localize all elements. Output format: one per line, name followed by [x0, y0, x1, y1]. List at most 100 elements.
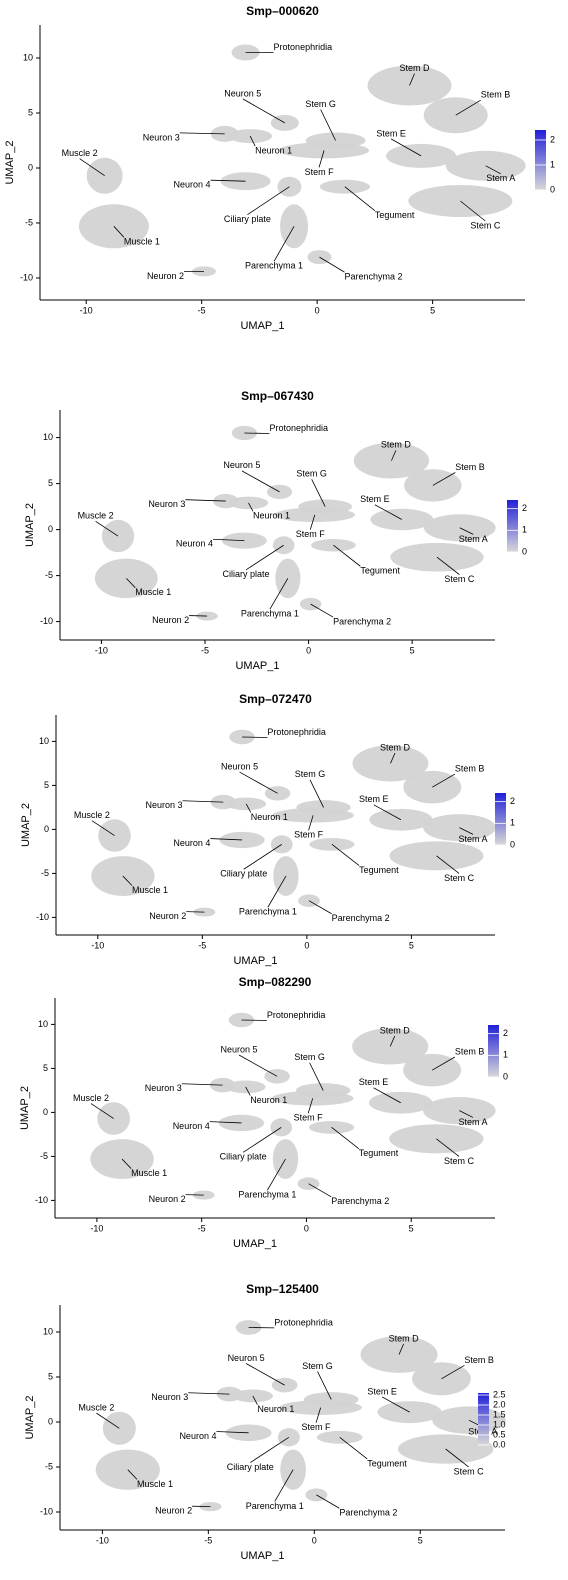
label-pointer: [212, 538, 245, 542]
label-pointer: [339, 1436, 368, 1460]
colorbar-tick-label: 2: [510, 796, 515, 806]
label-pointer: [318, 150, 325, 168]
x-tick-label: 0: [312, 1535, 317, 1545]
cluster-label: Muscle 2: [78, 1402, 114, 1412]
label-pointer: [436, 556, 460, 575]
label-pointer: [241, 470, 280, 493]
cluster-label: Parenchyma 2: [332, 913, 390, 923]
cluster-label: Neuron 2: [149, 1194, 186, 1204]
cluster-label: Stem A: [486, 173, 515, 183]
cell-cloud: [94, 558, 158, 599]
x-tick-label: -5: [198, 940, 206, 950]
colorbar-tick-label: 0: [503, 1071, 508, 1081]
label-pointer: [95, 520, 119, 537]
cluster-label: Neuron 3: [143, 132, 180, 142]
cluster-label: Neuron 3: [148, 499, 185, 509]
cluster-label: Stem E: [359, 1077, 389, 1087]
cluster-label: Neuron 5: [221, 761, 258, 771]
x-tick-label: 0: [306, 645, 311, 655]
label-pointer: [315, 1407, 322, 1423]
colorbar-tick-label: 0.0: [493, 1439, 506, 1449]
y-axis-title: UMAP_2: [20, 803, 32, 847]
cluster-label: Neuron 4: [174, 180, 211, 190]
cluster-label: Neuron 2: [147, 271, 184, 281]
colorbar-tick-label: 1: [550, 159, 555, 169]
cluster-label: Stem G: [302, 1361, 333, 1371]
colorbar-tick-label: 0: [510, 839, 515, 849]
y-tick-label: -10: [20, 272, 33, 282]
label-pointer: [319, 256, 345, 273]
x-tick-label: -10: [90, 1223, 103, 1233]
colorbar: [478, 1393, 489, 1445]
x-tick-label: 5: [430, 305, 435, 315]
label-pointer: [245, 1086, 251, 1096]
label-pointer: [311, 479, 326, 507]
x-tick-label: 5: [409, 1223, 414, 1233]
panel: Smp–125400 Protonephridia Stem D Stem B Neur…: [24, 1282, 506, 1562]
panel: Smp–000620 Protonephridia Stem D Stem B Neur…: [4, 4, 555, 332]
panel: Smp–072470 Protonephridia Stem D Stem B Neur…: [20, 692, 515, 967]
y-tick-label: -10: [35, 1195, 48, 1205]
label-pointer: [320, 109, 336, 141]
cluster-label: Ciliary plate: [223, 569, 270, 579]
cluster-label: Stem D: [380, 742, 411, 752]
cluster-label: Tegument: [367, 1458, 407, 1468]
label-pointer: [210, 838, 243, 841]
label-pointer: [188, 1392, 230, 1395]
cluster-label: Protonephridia: [274, 1317, 333, 1327]
cluster-label: Neuron 5: [228, 1353, 265, 1363]
cluster-label: Stem E: [367, 1386, 397, 1396]
cluster-label: Stem B: [464, 1355, 494, 1365]
cluster-label: Parenchyma 1: [239, 907, 297, 917]
label-pointer: [125, 578, 136, 588]
colorbar: [495, 793, 506, 845]
label-pointer: [181, 1083, 223, 1086]
colorbar-tick-label: 2: [503, 1028, 508, 1038]
y-tick-label: 5: [43, 1063, 48, 1073]
label-pointer: [459, 527, 474, 535]
y-tick-label: -10: [36, 912, 49, 922]
label-pointer: [344, 186, 376, 212]
cluster-label: Neuron 3: [145, 1083, 182, 1093]
cluster-label: Stem G: [305, 99, 336, 109]
cell-cloud: [219, 831, 265, 849]
cluster-label: Neuron 3: [151, 1392, 188, 1402]
label-pointer: [485, 165, 501, 175]
x-axis-title: UMAP_1: [233, 955, 277, 967]
y-tick-label: -5: [41, 868, 49, 878]
x-tick-label: -10: [96, 1535, 109, 1545]
label-pointer: [389, 1035, 396, 1047]
cluster-label: Stem C: [444, 1156, 475, 1166]
chart-title: Smp–067430: [241, 389, 314, 403]
cluster-label: Muscle 1: [124, 237, 160, 247]
cluster-label: Protonephridia: [267, 1010, 326, 1020]
label-pointer: [445, 1448, 469, 1468]
cluster-label: Stem B: [455, 1046, 485, 1056]
label-pointer: [122, 875, 133, 886]
y-tick-label: -10: [40, 1506, 53, 1516]
label-pointer: [113, 226, 125, 238]
label-pointer: [185, 499, 226, 502]
y-tick-label: -5: [25, 217, 33, 227]
label-pointer: [441, 1365, 465, 1380]
cluster-label: Neuron 5: [220, 1044, 257, 1054]
label-pointer: [121, 1158, 132, 1169]
colorbar-tick-label: 0.5: [493, 1429, 506, 1439]
y-tick-label: 10: [43, 432, 53, 442]
y-tick-label: -10: [40, 616, 53, 626]
label-pointer: [96, 1412, 120, 1429]
cluster-label: Stem F: [302, 1422, 332, 1432]
y-tick-label: 5: [28, 107, 33, 117]
label-pointer: [242, 1127, 282, 1153]
colorbar: [488, 1025, 499, 1077]
cluster-label: Stem E: [360, 494, 390, 504]
cluster-label: Protonephridia: [267, 727, 326, 737]
label-pointer: [381, 1396, 410, 1413]
chart-title: Smp–000620: [246, 4, 319, 18]
colorbar-tick-label: 2: [550, 134, 555, 144]
label-pointer: [310, 603, 334, 618]
panel: Smp–082290 Protonephridia Stem D Stem B Neur…: [19, 975, 508, 1250]
cluster-label: Parenchyma 1: [245, 261, 303, 271]
cluster-label: Muscle 2: [73, 1093, 109, 1103]
